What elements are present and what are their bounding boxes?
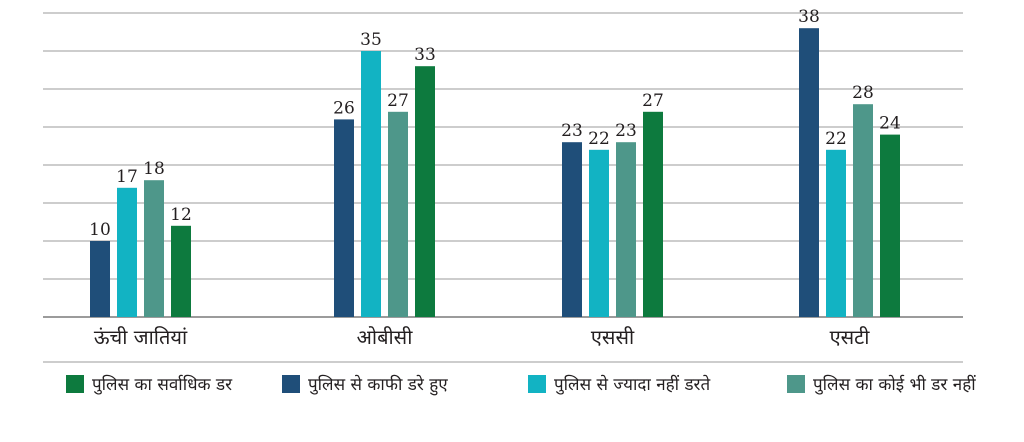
bar <box>415 66 435 317</box>
data-label: 12 <box>170 205 192 225</box>
data-label: 23 <box>615 121 637 141</box>
bar <box>562 142 582 317</box>
bars <box>90 28 900 317</box>
legend-item-not-much-afraid: पुलिस से ज्यादा नहीं डरते <box>528 372 710 395</box>
bar <box>880 135 900 317</box>
data-label: 27 <box>387 91 409 111</box>
bar <box>799 28 819 317</box>
data-label: 26 <box>333 98 355 118</box>
data-label: 18 <box>143 159 165 179</box>
data-label: 35 <box>360 30 382 50</box>
bar <box>90 241 110 317</box>
bar <box>853 104 873 317</box>
bar <box>171 226 191 317</box>
legend-item-most-fear: पुलिस का सर्वाधिक डर <box>66 372 232 395</box>
legend-label: पुलिस से ज्यादा नहीं डरते <box>554 372 710 395</box>
bar <box>144 180 164 317</box>
legend: पुलिस का सर्वाधिक डर पुलिस से काफी डरे ह… <box>0 372 1024 402</box>
data-label: 33 <box>414 45 436 65</box>
data-label: 22 <box>825 129 847 149</box>
bar <box>361 51 381 317</box>
category-label: ऊंची जातियां <box>94 325 188 349</box>
bar <box>616 142 636 317</box>
legend-label: पुलिस का कोई भी डर नहीं <box>813 372 976 395</box>
data-label: 22 <box>588 129 610 149</box>
legend-item-very-afraid: पुलिस से काफी डरे हुए <box>282 372 448 395</box>
bar <box>826 150 846 317</box>
bar <box>643 112 663 317</box>
data-label: 10 <box>89 220 111 240</box>
bar <box>117 188 137 317</box>
bar <box>334 119 354 317</box>
category-label: एसटी <box>830 325 871 349</box>
legend-swatch <box>66 375 84 393</box>
bar <box>589 150 609 317</box>
data-label: 38 <box>798 7 820 27</box>
data-label: 24 <box>879 114 901 134</box>
legend-label: पुलिस का सर्वाधिक डर <box>92 372 232 395</box>
data-label: 17 <box>116 167 138 187</box>
legend-swatch <box>528 375 546 393</box>
category-labels: ऊंची जातियां ओबीसी एससी एसटी <box>94 325 870 349</box>
data-label: 28 <box>852 83 874 103</box>
category-label: ओबीसी <box>357 325 414 349</box>
data-label: 27 <box>642 91 664 111</box>
legend-swatch <box>282 375 300 393</box>
legend-label: पुलिस से काफी डरे हुए <box>308 372 448 395</box>
bar <box>388 112 408 317</box>
data-label: 23 <box>561 121 583 141</box>
legend-item-no-fear: पुलिस का कोई भी डर नहीं <box>787 372 976 395</box>
legend-swatch <box>787 375 805 393</box>
category-label: एससी <box>591 325 635 349</box>
